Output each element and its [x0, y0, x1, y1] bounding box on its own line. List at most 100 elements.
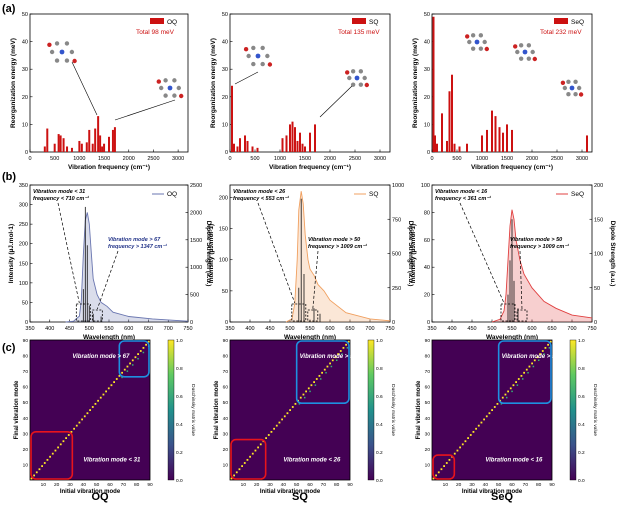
offdiag-cell	[335, 359, 338, 362]
diagonal-cell	[65, 437, 67, 439]
diagonal-cell	[91, 406, 94, 408]
atom	[267, 62, 273, 67]
diagonal-cell	[33, 474, 35, 477]
bar	[502, 132, 504, 152]
y-tick-label: 10	[424, 122, 430, 128]
y-axis-label: Final vibration mode	[14, 380, 20, 439]
offdiag-cell	[121, 376, 123, 379]
y-tick-label: 80	[23, 354, 29, 360]
annotation-high-1: Vibration mode > 50	[308, 237, 360, 243]
panel-label-a: (a)	[2, 3, 16, 15]
x-tick-label: 600	[124, 326, 133, 332]
diagonal-cell	[233, 474, 235, 477]
y-tick-label: 10	[22, 122, 28, 128]
atom	[354, 75, 360, 81]
bar	[451, 74, 453, 152]
x-tick-label: 1500	[299, 156, 311, 162]
diagonal-cell	[270, 430, 273, 433]
y2-tick-label: 2000	[190, 210, 202, 216]
x-tick-label: 550	[305, 326, 314, 332]
offdiag-cell	[548, 347, 551, 349]
diagonal-cell	[329, 362, 331, 365]
bar	[458, 146, 461, 152]
atom	[159, 85, 164, 91]
diagonal-cell	[94, 402, 97, 405]
legend-label: SQ	[369, 191, 378, 198]
bar	[231, 85, 233, 152]
low-mode-label: Vibration mode < 16	[485, 457, 543, 463]
y-tick-label: 70	[23, 369, 29, 375]
x-tick-label: 400	[45, 326, 54, 332]
x-tick-label: 700	[567, 326, 576, 332]
molecule-name: SeQ	[491, 491, 513, 503]
diagonal-cell	[453, 452, 456, 455]
diagonal-cell	[137, 353, 139, 355]
spectrum-line	[65, 212, 189, 323]
y-tick-label: 50	[425, 400, 431, 406]
x-tick-label: 0	[28, 156, 31, 162]
y-axis-label: Final vibration mode	[416, 380, 422, 439]
annotation-arrow	[57, 202, 80, 304]
y2-tick-label: 750	[392, 217, 401, 223]
annotation-arrow	[257, 202, 296, 304]
atom	[49, 49, 55, 55]
atom	[566, 79, 571, 85]
diagonal-cell	[456, 449, 459, 452]
x-tick-label: 650	[144, 326, 153, 332]
colorbar	[367, 339, 375, 481]
x-tick-label: 3000	[172, 156, 184, 162]
x-axis-label: Initial vibration mode	[462, 489, 523, 495]
y-axis-label: Intensity (µJ.mol-1)	[208, 224, 215, 283]
diagonal-cell	[517, 378, 520, 380]
colorbar	[569, 339, 577, 481]
atom	[167, 85, 173, 91]
x-tick-label: 80	[134, 482, 140, 488]
x-tick-label: 3000	[576, 156, 588, 162]
y-tick-label: 20	[23, 447, 29, 453]
bar	[436, 143, 438, 152]
y-tick-label: 50	[222, 289, 228, 295]
y-tick-label: 40	[424, 265, 430, 271]
colorbar-tick-label: 0.8	[176, 366, 183, 372]
legend-swatch	[150, 18, 164, 24]
offdiag-cell	[500, 403, 503, 405]
bar	[466, 143, 468, 152]
colorbar-tick-label: 0.4	[578, 422, 585, 428]
high-mode-label: Vibration mode > 50	[502, 354, 560, 360]
x-tick-label: 90	[147, 482, 153, 488]
chart-b2: 350 400 450 500 550 600 650 700 7500501001502000…	[208, 183, 414, 341]
molecule-icon	[345, 69, 369, 88]
molecule-name: SQ	[292, 491, 308, 503]
spectrum-fill	[492, 209, 592, 322]
x-tick-label: 50	[496, 482, 502, 488]
atom	[526, 56, 532, 61]
diagonal-cell	[107, 387, 110, 390]
x-tick-label: 750	[183, 326, 192, 332]
offdiag-cell	[341, 353, 343, 355]
x-tick-label: 550	[507, 326, 516, 332]
colorbar-tick-label: 0.0	[176, 478, 183, 484]
high-mode-label: Vibration mode > 67	[72, 354, 130, 360]
annotation-low-1: Vibration mode < 26	[233, 189, 286, 195]
atom	[59, 49, 65, 55]
bar	[251, 146, 254, 152]
diagonal-cell	[480, 421, 483, 424]
diagonal-cell	[339, 350, 342, 352]
y-tick-label: 0	[427, 150, 430, 156]
chart-b1: 350 400 450 500 550 600 650 700 7500501001502002…	[8, 183, 212, 341]
bar	[296, 140, 299, 152]
annotation-low-2: frequency < 710 cm⁻¹	[33, 195, 89, 202]
diagonal-cell	[59, 443, 62, 446]
molecule-icon	[513, 43, 537, 62]
diagonal-cell	[536, 356, 539, 359]
x-axis-label: Vibration frequency (cm⁻¹)	[471, 164, 553, 171]
offdiag-cell	[537, 359, 540, 362]
diagonal-cell	[448, 458, 451, 461]
diagonal-cell	[475, 427, 477, 430]
x-tick-label: 350	[427, 326, 436, 332]
diagonal-cell	[81, 418, 83, 421]
diagonal-cell	[273, 427, 275, 430]
offdiag-cell	[527, 371, 529, 374]
diagonal-cell	[493, 406, 496, 408]
y-tick-label: 200	[219, 195, 228, 201]
